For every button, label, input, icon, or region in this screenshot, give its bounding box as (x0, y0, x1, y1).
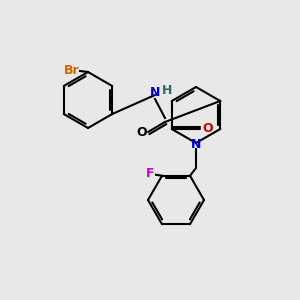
Text: Br: Br (64, 64, 80, 76)
Text: O: O (202, 122, 213, 136)
Text: H: H (162, 83, 172, 97)
Text: N: N (191, 139, 201, 152)
Text: N: N (150, 86, 160, 100)
Text: F: F (146, 167, 154, 180)
Text: O: O (137, 125, 147, 139)
